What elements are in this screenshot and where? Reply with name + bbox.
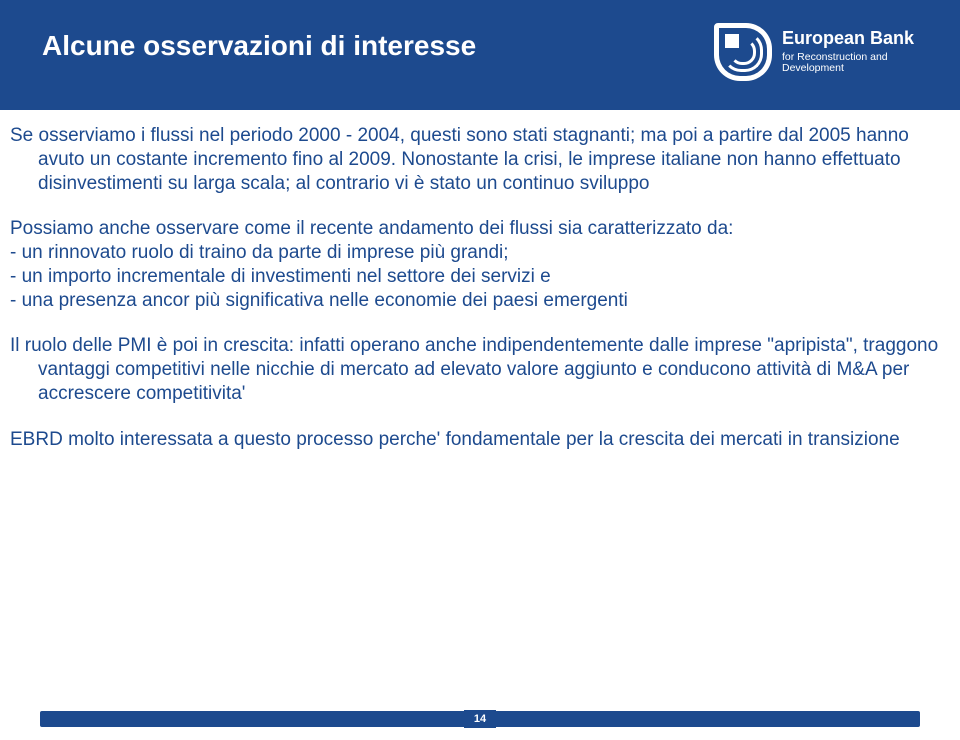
- header-band: Alcune osservazioni di interesse Europea…: [0, 0, 960, 110]
- list-item: - un rinnovato ruolo di traino da parte …: [10, 241, 960, 265]
- paragraph-1: Se osserviamo i flussi nel periodo 2000 …: [10, 124, 960, 195]
- paragraph-4: EBRD molto interessata a questo processo…: [10, 428, 960, 452]
- ebrd-logo: European Bank for Reconstruction and Dev…: [714, 12, 924, 92]
- paragraph-3: Il ruolo delle PMI è poi in crescita: in…: [10, 334, 960, 405]
- ebrd-logo-icon: [714, 23, 772, 81]
- paragraph-2-intro: Possiamo anche osservare come il recente…: [10, 217, 960, 241]
- page-number: 14: [464, 710, 496, 728]
- list-item: - un importo incrementale di investiment…: [10, 265, 960, 289]
- logo-line2: for Reconstruction and Development: [782, 52, 924, 75]
- logo-line1: European Bank: [782, 29, 924, 49]
- paragraph-2: Possiamo anche osservare come il recente…: [10, 217, 960, 312]
- body-content: Se osserviamo i flussi nel periodo 2000 …: [10, 124, 960, 473]
- list-item: - una presenza ancor più significativa n…: [10, 289, 960, 313]
- page-title: Alcune osservazioni di interesse: [42, 30, 476, 62]
- footer: 14: [0, 708, 960, 730]
- ebrd-logo-text: European Bank for Reconstruction and Dev…: [782, 29, 924, 75]
